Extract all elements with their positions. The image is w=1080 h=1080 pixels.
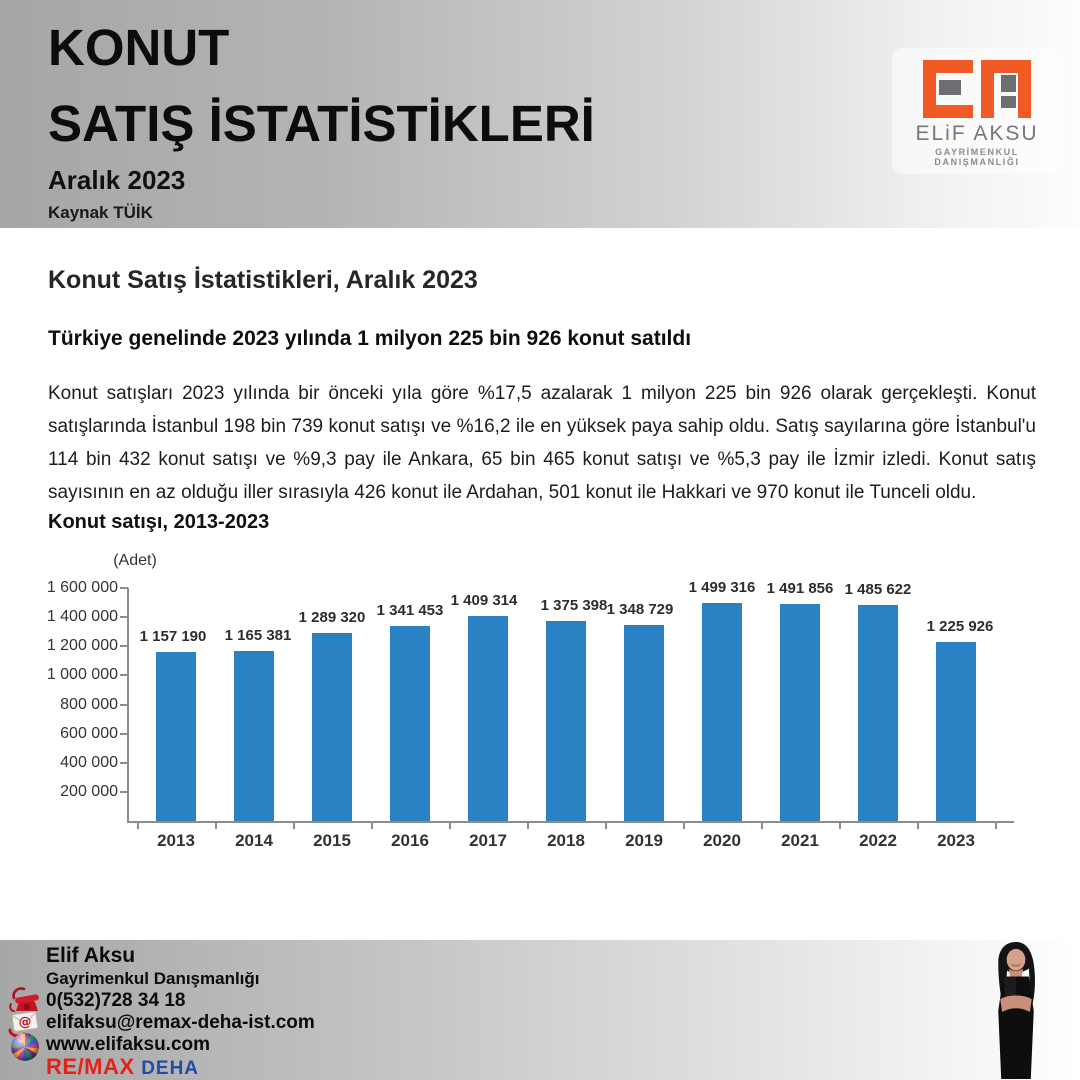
x-axis-category: 2017	[469, 831, 507, 850]
bar-2014	[234, 651, 274, 821]
bar-2013	[156, 652, 196, 821]
page-title-line1: KONUT	[48, 19, 230, 76]
bar-2019	[624, 624, 664, 821]
y-axis-tick	[120, 674, 128, 677]
x-axis-category: 2019	[625, 831, 663, 850]
x-axis-category: 2020	[703, 831, 741, 850]
bar-value-label: 1 165 381	[224, 627, 292, 645]
brokerage-logo: RE/MAX DEHA	[46, 1054, 199, 1080]
brand-tagline: GAYRİMENKUL DANIŞMANLIĞI	[934, 147, 1020, 167]
y-axis-tick	[120, 761, 128, 764]
remax-wordmark: RE/MAX	[46, 1054, 135, 1079]
y-axis-tick	[120, 645, 128, 648]
page-title-line2: SATIŞ İSTATİSTİKLERİ	[48, 95, 595, 152]
bar-value-label: 1 348 729	[606, 600, 674, 618]
report-lead: Türkiye genelinde 2023 yılında 1 milyon …	[48, 327, 692, 350]
page-title: KONUT SATIŞ İSTATİSTİKLERİ	[48, 10, 595, 162]
y-axis-label: 600 000	[60, 724, 118, 742]
bar-2016	[390, 625, 430, 821]
bar-chart: (Adet) 1 600 000 1 400 000 1 200 000 1 000 …	[0, 548, 1080, 878]
y-axis-label: 1 200 000	[46, 637, 118, 655]
bar-2017	[468, 615, 508, 821]
report-heading: Konut Satış İstatistikleri, Aralık 2023	[48, 266, 478, 294]
agent-website: www.elifaksu.com	[46, 1034, 211, 1055]
header-banner: KONUT SATIŞ İSTATİSTİKLERİ Aralık 2023 K…	[0, 0, 1080, 228]
bar-value-label: 1 341 453	[376, 601, 444, 619]
x-axis-tick	[137, 823, 139, 829]
x-axis-category: 2015	[313, 831, 351, 850]
logo-letter-a-icon	[981, 60, 1031, 118]
agent-phone: 0(532)728 34 18	[46, 990, 186, 1011]
x-axis-tick	[371, 823, 373, 829]
x-axis-tick	[215, 823, 217, 829]
footer-banner: Elif Aksu Gayrimenkul Danışmanlığı 0(532…	[0, 940, 1080, 1080]
bar-value-label: 1 225 926	[926, 618, 994, 636]
bar-2023	[936, 642, 976, 821]
bar-2018	[546, 620, 586, 821]
agent-role: Gayrimenkul Danışmanlığı	[46, 969, 260, 988]
y-axis-tick	[120, 790, 128, 793]
svg-text:@: @	[18, 1014, 33, 1031]
bar-2015	[312, 633, 352, 821]
y-axis-tick	[120, 703, 128, 706]
x-axis-category: 2013	[157, 831, 195, 850]
x-axis-category: 2016	[391, 831, 429, 850]
x-axis-category: 2014	[235, 831, 273, 850]
report-body: Konut satışları 2023 yılında bir önceki …	[48, 383, 1036, 503]
brand-logo-mark-icon	[923, 60, 1031, 118]
y-axis-label: 1 600 000	[46, 579, 118, 596]
x-axis-tick	[839, 823, 841, 829]
y-axis-tick	[120, 732, 128, 735]
logo-letter-e-icon	[923, 60, 973, 118]
phone-icon	[8, 984, 42, 1014]
x-axis-tick	[293, 823, 295, 829]
y-axis-tick	[120, 587, 128, 589]
x-axis-tick	[527, 823, 529, 829]
x-axis-tick	[449, 823, 451, 829]
bar-value-label: 1 157 190	[139, 628, 207, 646]
globe-icon	[11, 1033, 39, 1061]
bar-2020	[702, 602, 742, 821]
header-subtitle: Aralık 2023	[48, 165, 186, 195]
x-axis-line	[127, 821, 1014, 823]
chart-unit-label: (Adet)	[113, 552, 157, 569]
x-axis-tick	[605, 823, 607, 829]
bar-value-label: 1 409 314	[450, 591, 518, 609]
y-axis-label: 200 000	[60, 782, 118, 800]
y-axis-tick	[120, 616, 128, 619]
x-axis-category: 2021	[781, 831, 819, 850]
bar-value-label: 1 499 316	[688, 578, 756, 596]
bar-value-label: 1 485 622	[844, 580, 912, 598]
x-axis-tick	[761, 823, 763, 829]
x-axis-category: 2022	[859, 831, 897, 850]
x-axis-category: 2018	[547, 831, 585, 850]
y-axis-line	[127, 588, 129, 823]
agent-photo	[998, 941, 1035, 1080]
x-axis-tick	[683, 823, 685, 829]
y-axis-label: 1 400 000	[46, 608, 118, 626]
bar-2022	[858, 604, 898, 821]
bar-2021	[780, 603, 820, 821]
y-axis-label: 400 000	[60, 753, 118, 771]
agent-email: elifaksu@remax-deha-ist.com	[46, 1012, 315, 1033]
agent-name: Elif Aksu	[46, 944, 136, 967]
x-axis-tick	[995, 823, 997, 829]
deha-wordmark: DEHA	[141, 1058, 200, 1079]
bar-value-label: 1 289 320	[298, 609, 366, 627]
brand-name: ELiF AKSU	[915, 122, 1039, 145]
header-source: Kaynak TÜİK	[48, 203, 153, 222]
x-axis-category: 2023	[937, 831, 975, 850]
bar-value-label: 1 375 398	[540, 596, 608, 614]
y-axis-label: 1 000 000	[46, 666, 118, 684]
y-axis-label: 800 000	[60, 695, 118, 713]
brand-logo: ELiF AKSU GAYRİMENKUL DANIŞMANLIĞI	[892, 48, 1062, 174]
chart-title: Konut satışı, 2013-2023	[48, 511, 270, 533]
x-axis-tick	[917, 823, 919, 829]
bar-value-label: 1 491 856	[766, 579, 834, 597]
